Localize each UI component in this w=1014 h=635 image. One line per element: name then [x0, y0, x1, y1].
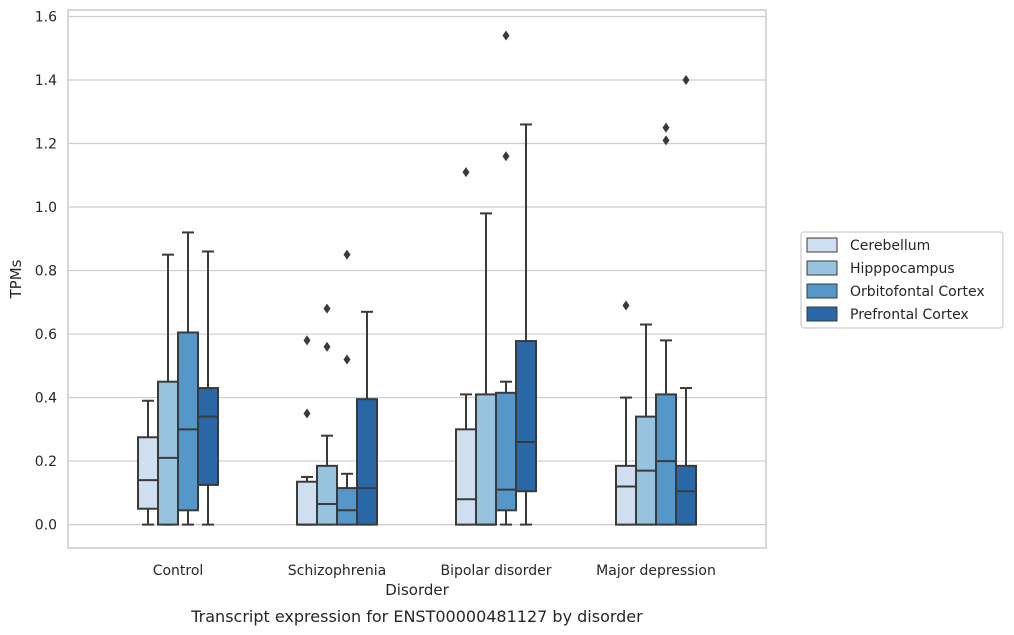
y-tick-label: 1.2 [35, 137, 57, 153]
outlier-point [462, 167, 470, 178]
box [157, 253, 179, 526]
outlier-point [343, 354, 351, 365]
y-tick-labels: 0.0 0.2 0.4 0.6 0.8 1.0 1.2 1.4 1.6 [35, 9, 57, 533]
box-series [137, 30, 697, 526]
outlier-point [343, 249, 351, 260]
x-tick-label: Control [153, 563, 204, 579]
y-axis-title: TPMs [7, 259, 25, 299]
legend-swatch [806, 237, 838, 253]
outlier-point [502, 151, 510, 162]
y-tick-label: 0.0 [35, 518, 57, 534]
y-tick-label: 1.4 [35, 73, 57, 89]
outlier-point [622, 300, 630, 311]
legend-label: Cerebellum [850, 238, 930, 254]
box-body [157, 380, 179, 526]
x-axis-title: Disorder [385, 581, 449, 599]
box-body [197, 387, 219, 486]
outlier-point [662, 122, 670, 133]
outlier-point [323, 341, 331, 352]
box-body [515, 340, 537, 493]
box-body [137, 436, 159, 510]
box [615, 300, 637, 526]
box-body [655, 393, 677, 526]
legend-swatch [806, 260, 838, 276]
legend-label: Prefrontal Cortex [850, 307, 969, 323]
outlier-point [303, 335, 311, 346]
box [655, 122, 677, 526]
outlier-point [502, 30, 510, 41]
legend-frame [800, 231, 1004, 329]
legend-label: Orbitofontal Cortex [850, 284, 985, 300]
y-tick-label: 0.8 [35, 264, 57, 280]
box-body [356, 398, 378, 526]
y-tick-label: 1.0 [35, 200, 57, 216]
y-tick-label: 1.6 [35, 9, 57, 25]
series-orbitofontal-cortex [177, 30, 677, 526]
box-body [336, 487, 358, 526]
box-body [675, 464, 697, 526]
outlier-point [303, 408, 311, 419]
box [197, 250, 219, 526]
box-body [316, 464, 338, 526]
series-cerebellum [137, 167, 637, 526]
legend: Cerebellum Hipppocampus Orbitofontal Corte… [800, 231, 1004, 329]
y-tick-label: 0.6 [35, 327, 57, 343]
box-body [455, 428, 477, 526]
plot-frame [67, 9, 767, 549]
box-body [177, 331, 199, 512]
box-body [475, 393, 497, 526]
box-body [615, 464, 637, 526]
box-body [495, 391, 517, 512]
box [515, 123, 537, 526]
box [177, 231, 199, 526]
box [356, 310, 378, 526]
legend-label: Hipppocampus [850, 261, 955, 277]
series-prefrontal-cortex [197, 75, 697, 526]
box [675, 75, 697, 526]
box [455, 167, 477, 526]
x-tick-label: Bipolar disorder [440, 563, 551, 579]
x-tick-label: Major depression [596, 563, 716, 579]
y-tick-label: 0.2 [35, 454, 57, 470]
box [296, 335, 318, 526]
legend-swatch [806, 283, 838, 299]
y-tick-label: 0.4 [35, 391, 57, 407]
figure-caption: Transcript expression for ENST0000048112… [190, 607, 643, 626]
outlier-point [662, 135, 670, 146]
outlier-point [323, 303, 331, 314]
x-tick-labels: Control Schizophrenia Bipolar disorder Majo… [153, 563, 716, 579]
legend-swatch [806, 306, 838, 322]
box-body [296, 480, 318, 526]
x-tick-label: Schizophrenia [288, 563, 386, 579]
outlier-point [682, 75, 690, 85]
